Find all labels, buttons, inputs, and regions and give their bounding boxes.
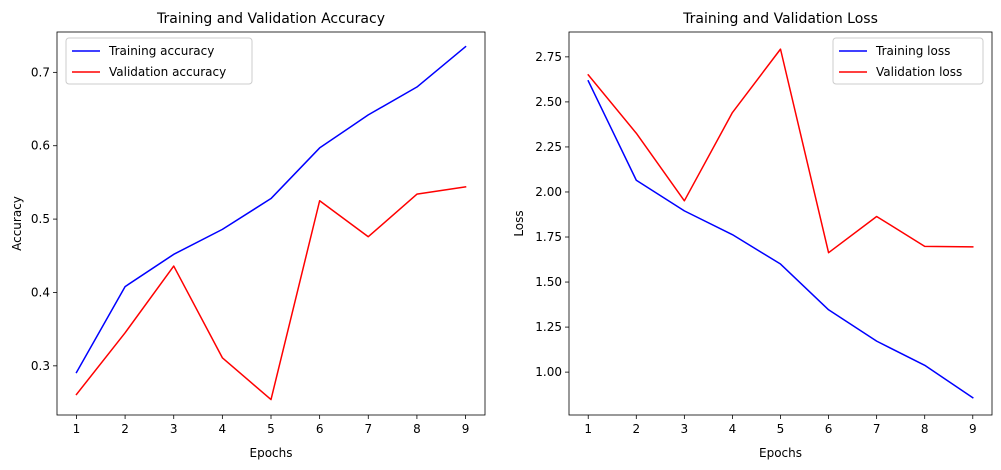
x-axis-label: Epochs	[759, 446, 802, 460]
y-tick-label: 1.00	[535, 365, 562, 379]
plot-frame	[568, 31, 993, 416]
x-tick-label: 6	[316, 422, 324, 436]
y-tick-label: 0.4	[31, 285, 50, 299]
x-tick-label: 3	[681, 422, 689, 436]
x-tick-label: 6	[825, 422, 833, 436]
y-tick-label: 0.6	[31, 139, 50, 153]
x-tick-label: 1	[73, 422, 81, 436]
loss-chart: Training and Validation Loss 1 2 3 4 5 6 7 8 9 1.0…	[512, 11, 993, 460]
legend: Training loss Validation loss	[832, 37, 984, 85]
y-tick-label: 1.25	[535, 320, 562, 334]
y-tick-label: 0.5	[31, 212, 50, 226]
y-tick-label: 1.50	[535, 275, 562, 289]
plot-frame	[56, 31, 486, 416]
x-tick-label: 7	[364, 422, 372, 436]
y-tick-label: 0.7	[31, 65, 50, 79]
x-tick-label: 4	[729, 422, 737, 436]
legend-box	[65, 37, 253, 85]
y-tick-label: 2.00	[535, 185, 562, 199]
accuracy-chart: Training and Validation Accuracy 1 2 3 4 5 6 7 8…	[10, 11, 486, 460]
chart-title: Training and Validation Loss	[682, 11, 878, 27]
x-tick-label: 8	[921, 422, 929, 436]
y-tick-label: 1.75	[535, 230, 562, 244]
series-line-training-loss	[587, 79, 974, 399]
x-tick-label: 9	[462, 422, 470, 436]
y-axis-label: Accuracy	[10, 196, 24, 251]
y-axis-label: Loss	[512, 210, 526, 236]
x-tick-label: 9	[969, 422, 977, 436]
x-tick-label: 8	[413, 422, 421, 436]
x-tick-label: 7	[873, 422, 881, 436]
legend-label: Training accuracy	[108, 44, 214, 58]
y-tick-label: 2.75	[535, 50, 562, 64]
x-tick-label: 4	[219, 422, 227, 436]
x-axis-label: Epochs	[250, 446, 293, 460]
x-tick-label: 2	[632, 422, 640, 436]
x-tick-label: 2	[121, 422, 129, 436]
y-tick-label: 2.50	[535, 95, 562, 109]
series-line-validation-loss	[587, 48, 974, 254]
series-line-training-accuracy	[75, 45, 467, 374]
legend: Training accuracy Validation accuracy	[65, 37, 253, 85]
x-tick-label: 5	[777, 422, 785, 436]
chart-title: Training and Validation Accuracy	[156, 11, 385, 27]
x-tick-label: 3	[170, 422, 178, 436]
legend-box	[832, 37, 984, 85]
y-tick-label: 0.3	[31, 359, 50, 373]
legend-label: Validation loss	[876, 65, 962, 79]
legend-label: Validation accuracy	[109, 65, 226, 79]
x-tick-label: 5	[267, 422, 275, 436]
x-tick-label: 1	[584, 422, 592, 436]
series-line-validation-accuracy	[75, 185, 467, 401]
legend-label: Training loss	[875, 44, 950, 58]
y-tick-label: 2.25	[535, 140, 562, 154]
